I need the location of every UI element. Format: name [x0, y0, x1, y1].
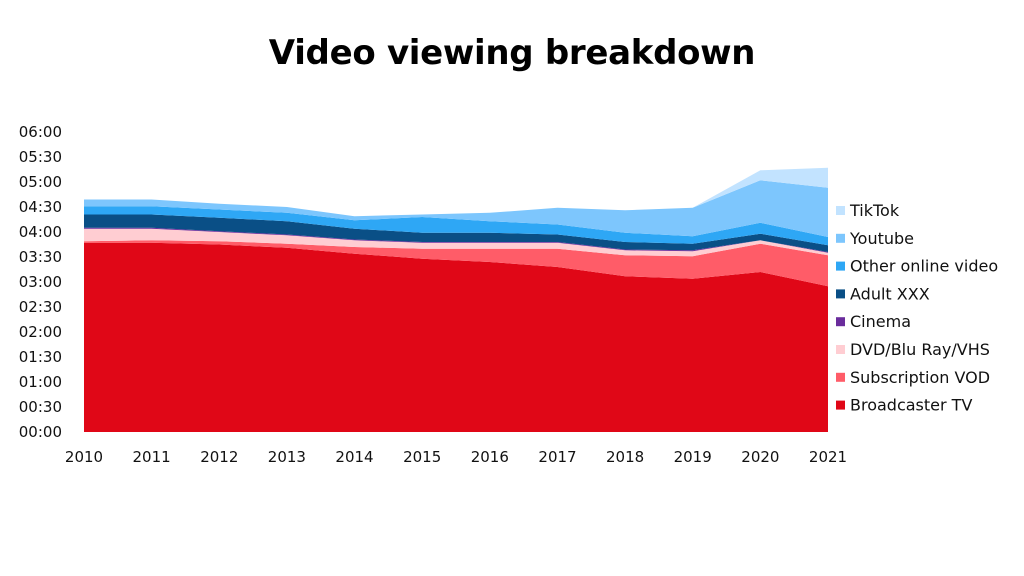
- x-axis-ticks: 2010 2011 2012 2013 2014 2015 2016 2017 2018 2019…: [65, 448, 847, 466]
- legend: TikTok Youtube Other online video Adult XXX…: [836, 201, 998, 415]
- y-axis-ticks: 00:00 00:30 01:00 01:30 02:00 02:30 03:00 03:30…: [19, 123, 62, 441]
- legend-swatch-youtube: [836, 233, 845, 243]
- legend-swatch-cinema: [836, 317, 845, 327]
- area-layers: [84, 167, 828, 432]
- area-youtube: [84, 180, 828, 237]
- legend-swatch-tiktok: [836, 206, 845, 215]
- legend-swatch-subscription-vod: [836, 372, 845, 382]
- y-tick-label: 03:30: [19, 248, 62, 266]
- x-tick-label: 2015: [403, 448, 441, 466]
- legend-label-cinema: Cinema: [850, 312, 911, 331]
- y-tick-label: 04:00: [19, 223, 62, 241]
- legend-swatch-dvd-blu-ray-vhs: [836, 345, 845, 354]
- y-tick-label: 00:00: [19, 423, 62, 441]
- area-dvd-blu-ray-vhs: [84, 228, 828, 257]
- legend-label-youtube: Youtube: [849, 229, 914, 248]
- area-subscription-vod: [84, 240, 828, 287]
- y-tick-label: 04:30: [19, 198, 62, 216]
- area-other-online-video: [84, 206, 828, 246]
- legend-label-tiktok: TikTok: [849, 201, 900, 220]
- legend-label-subscription-vod: Subscription VOD: [850, 368, 990, 387]
- y-tick-label: 06:00: [19, 123, 62, 141]
- y-tick-label: 05:30: [19, 148, 62, 166]
- x-tick-label: 2020: [741, 448, 779, 466]
- x-tick-label: 2017: [538, 448, 576, 466]
- x-tick-label: 2012: [200, 448, 238, 466]
- y-tick-label: 05:00: [19, 173, 62, 191]
- x-tick-label: 2016: [471, 448, 509, 466]
- x-tick-label: 2013: [268, 448, 306, 466]
- y-tick-label: 01:30: [19, 348, 62, 366]
- x-tick-label: 2019: [674, 448, 712, 466]
- x-tick-label: 2021: [809, 448, 847, 466]
- x-tick-label: 2011: [133, 448, 171, 466]
- x-tick-label: 2010: [65, 448, 103, 466]
- legend-label-adult-xxx: Adult XXX: [850, 284, 930, 303]
- y-tick-label: 03:00: [19, 273, 62, 291]
- y-tick-label: 02:30: [19, 298, 62, 316]
- x-tick-label: 2018: [606, 448, 644, 466]
- y-tick-label: 01:00: [19, 373, 62, 391]
- area-adult-xxx: [84, 214, 828, 252]
- legend-swatch-other-online-video: [836, 261, 845, 271]
- legend-label-broadcaster-tv: Broadcaster TV: [850, 396, 972, 415]
- legend-label-dvd-blu-ray-vhs: DVD/Blu Ray/VHS: [850, 340, 990, 359]
- legend-swatch-adult-xxx: [836, 289, 845, 299]
- legend-swatch-broadcaster-tv: [836, 400, 845, 410]
- area-cinema: [84, 227, 828, 253]
- area-broadcaster-tv: [84, 242, 828, 432]
- x-tick-label: 2014: [335, 448, 373, 466]
- y-tick-label: 00:30: [19, 398, 62, 416]
- legend-label-other-online-video: Other online video: [850, 257, 998, 276]
- y-tick-label: 02:00: [19, 323, 62, 341]
- chart-title: Video viewing breakdown: [268, 33, 756, 73]
